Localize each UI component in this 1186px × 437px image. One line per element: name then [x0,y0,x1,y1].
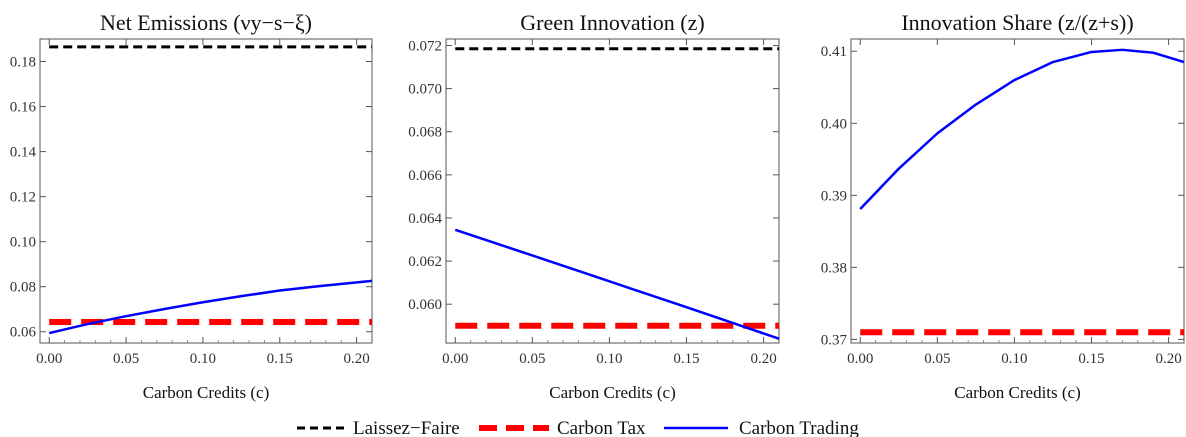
x-tick-label: 0.20 [1155,351,1181,367]
x-tick-label: 0.15 [267,351,293,367]
y-tick-label: 0.062 [408,254,442,270]
y-tick-label: 0.06 [10,325,37,341]
x-tick-label: 0.05 [519,351,545,367]
x-axis-label: Carbon Credits (c) [954,383,1081,402]
x-tick-label: 0.10 [190,351,216,367]
legend-item: Carbon Trading [664,418,859,437]
y-tick-label: 0.12 [10,190,36,206]
x-tick-label: 0.00 [36,351,62,367]
legend-label: Carbon Tax [557,418,646,437]
plot-frame [850,38,1185,344]
legend-label: Carbon Trading [739,418,859,437]
y-tick-label: 0.41 [821,44,847,60]
y-tick-label: 0.070 [408,82,442,98]
x-tick-label: 0.15 [1078,351,1104,367]
y-tick-label: 0.10 [10,235,36,251]
y-tick-label: 0.064 [408,211,442,227]
panel-title: Net Emissions (νy−s−ξ) [100,10,312,35]
panel-title: Innovation Share (z/(z+s)) [901,10,1133,35]
x-tick-label: 0.05 [924,351,950,367]
y-tick-label: 0.08 [10,280,36,296]
y-tick-label: 0.18 [10,55,36,71]
y-tick-label: 0.066 [408,168,442,184]
series-line-carbon-trading [859,48,1184,210]
legend: Laissez−Faire Carbon Tax Carbon Trading [297,418,859,437]
series-line-carbon-trading [454,228,779,340]
x-tick-label: 0.20 [750,351,776,367]
x-tick-label: 0.05 [113,351,139,367]
y-tick-label: 0.14 [10,145,37,161]
series-line-carbon-trading [48,279,372,335]
chart-panel-3: 0.00 0.05 0.10 0.15 0.20 0.37 0.38 0.39 0.40 0.41… [821,10,1185,402]
x-tick-label: 0.10 [596,351,622,367]
x-tick-label: 0.00 [442,351,468,367]
y-tick-label: 0.39 [821,188,847,204]
x-tick-label: 0.00 [847,351,873,367]
y-tick-label: 0.072 [408,38,442,54]
x-axis-label: Carbon Credits (c) [143,383,270,402]
x-tick-label: 0.20 [344,351,370,367]
y-tick-label: 0.060 [408,297,442,313]
y-tick-label: 0.068 [408,125,442,141]
plot-frame [445,38,780,344]
y-tick-label: 0.38 [821,260,847,276]
panel-title: Green Innovation (z) [520,10,704,35]
y-tick-label: 0.16 [10,100,37,116]
x-axis-label: Carbon Credits (c) [549,383,676,402]
y-tick-label: 0.37 [821,332,848,348]
x-tick-label: 0.15 [673,351,699,367]
legend-label: Laissez−Faire [353,418,460,437]
chart-panel-2: 0.00 0.05 0.10 0.15 0.20 0.060 0.062 0.064 0.066… [408,10,780,402]
chart-panel-1: 0.00 0.05 0.10 0.15 0.20 0.06 0.08 0.10 0.12 0.14… [10,10,373,402]
legend-item: Carbon Tax [479,418,646,437]
legend-item: Laissez−Faire [297,418,460,437]
plot-frame [39,38,373,344]
y-tick-label: 0.40 [821,116,847,132]
x-tick-label: 0.10 [1001,351,1027,367]
